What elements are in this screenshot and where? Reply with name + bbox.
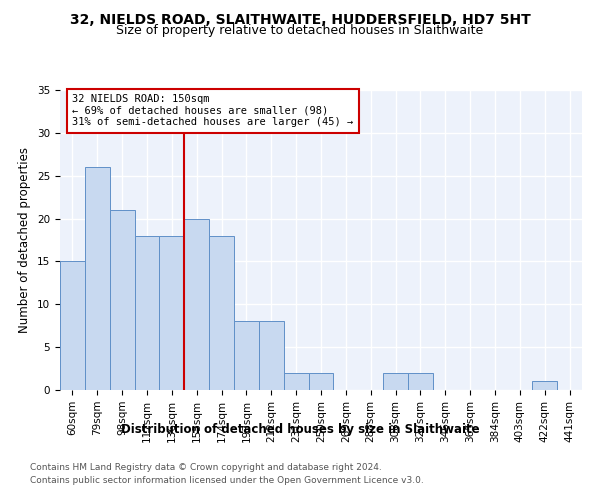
Bar <box>408 373 433 390</box>
Bar <box>184 218 209 390</box>
Y-axis label: Number of detached properties: Number of detached properties <box>19 147 31 333</box>
Text: Contains public sector information licensed under the Open Government Licence v3: Contains public sector information licen… <box>30 476 424 485</box>
Bar <box>134 236 160 390</box>
Text: 32 NIELDS ROAD: 150sqm
← 69% of detached houses are smaller (98)
31% of semi-det: 32 NIELDS ROAD: 150sqm ← 69% of detached… <box>73 94 353 128</box>
Bar <box>259 322 284 390</box>
Text: 32, NIELDS ROAD, SLAITHWAITE, HUDDERSFIELD, HD7 5HT: 32, NIELDS ROAD, SLAITHWAITE, HUDDERSFIE… <box>70 12 530 26</box>
Text: Distribution of detached houses by size in Slaithwaite: Distribution of detached houses by size … <box>121 422 479 436</box>
Bar <box>110 210 134 390</box>
Bar <box>60 262 85 390</box>
Bar <box>383 373 408 390</box>
Bar <box>85 167 110 390</box>
Bar <box>160 236 184 390</box>
Bar <box>308 373 334 390</box>
Text: Contains HM Land Registry data © Crown copyright and database right 2024.: Contains HM Land Registry data © Crown c… <box>30 462 382 471</box>
Bar <box>284 373 308 390</box>
Bar <box>209 236 234 390</box>
Bar <box>532 382 557 390</box>
Bar <box>234 322 259 390</box>
Text: Size of property relative to detached houses in Slaithwaite: Size of property relative to detached ho… <box>116 24 484 37</box>
